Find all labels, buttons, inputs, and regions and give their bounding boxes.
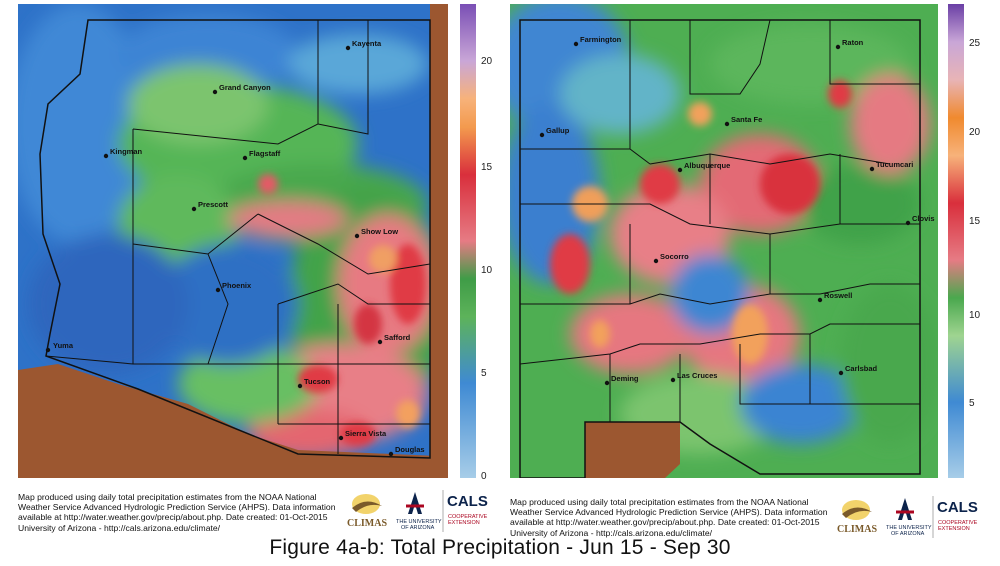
city-label: Farmington — [580, 35, 622, 44]
city-label: Socorro — [660, 252, 689, 261]
city-label: Raton — [842, 38, 864, 47]
colorbar-tick: 15 — [481, 162, 493, 173]
colorbar-tick: 20 — [481, 56, 493, 67]
arizona-colorbar — [460, 4, 476, 478]
ua-line2: OF ARIZONA — [401, 525, 435, 531]
cals-wordmark: CALS — [447, 493, 488, 510]
city-label: Douglas — [395, 445, 425, 454]
city-label: Gallup — [546, 126, 570, 135]
footer-line: University of Arizona - http://cals.ariz… — [510, 527, 713, 538]
cals-sub1: COOPERATIVE — [448, 514, 488, 520]
ua-line1: THE UNIVERSITY — [886, 525, 932, 531]
climas-wordmark: CLIMAS — [347, 518, 387, 529]
footer-line: Map produced using daily total precipita… — [510, 497, 809, 507]
city-label: Deming — [611, 374, 639, 383]
footer-line: Weather Service Advanced Hydrologic Pred… — [510, 507, 828, 518]
right-logos: CLIMAS THE UNIVERSITY OF ARIZONA CALS CO… — [836, 492, 986, 542]
footer-line: Weather Service Advanced Hydrologic Pred… — [18, 502, 336, 513]
footer-line: available at http://water.weather.gov/pr… — [18, 512, 328, 523]
city-label: Tucumcari — [876, 160, 913, 169]
city-label: Santa Fe — [731, 115, 762, 124]
cals-sub2: EXTENSION — [448, 520, 480, 526]
city-label: Grand Canyon — [219, 83, 271, 92]
footer-line: available at http://water.weather.gov/pr… — [510, 517, 820, 528]
city-label: Prescott — [198, 200, 229, 209]
university-of-arizona-logo: THE UNIVERSITY OF ARIZONA — [396, 492, 442, 531]
city-label: Flagstaff — [249, 149, 281, 158]
cals-logo: CALS COOPERATIVE EXTENSION — [447, 493, 488, 526]
city-label: Tucson — [304, 377, 331, 386]
city-label: Kingman — [110, 147, 143, 156]
arizona-precip-map: Kayenta Grand Canyon Kingman Flagstaff P… — [18, 4, 448, 478]
city-label: Sierra Vista — [345, 429, 387, 438]
colorbar-tick: 10 — [969, 310, 981, 321]
city-label: Kayenta — [352, 39, 382, 48]
city-label: Carlsbad — [845, 364, 878, 373]
new-mexico-precip-map: Farmington Raton Gallup Santa Fe Albuque… — [510, 4, 938, 478]
left-footer-note: Map produced using daily total precipita… — [18, 492, 348, 533]
colorbar-tick: 20 — [969, 127, 981, 138]
colorbar-tick: 5 — [481, 368, 487, 379]
left-logos: CLIMAS THE UNIVERSITY OF ARIZONA CALS CO… — [346, 486, 496, 536]
climas-wordmark: CLIMAS — [837, 524, 877, 535]
university-of-arizona-logo: THE UNIVERSITY OF ARIZONA — [886, 498, 932, 537]
city-label: Albuquerque — [684, 161, 730, 170]
colorbar-tick: 0 — [481, 471, 487, 482]
colorbar-tick: 25 — [969, 38, 981, 49]
footer-line: University of Arizona - http://cals.ariz… — [18, 522, 221, 533]
colorbar-tick: 10 — [481, 265, 493, 276]
cals-wordmark: CALS — [937, 499, 978, 516]
city-label: Yuma — [53, 341, 74, 350]
city-label: Las Cruces — [677, 371, 717, 380]
cals-sub2: EXTENSION — [938, 526, 970, 532]
climas-logo: CLIMAS — [837, 500, 877, 535]
cals-logo: CALS COOPERATIVE EXTENSION — [937, 499, 978, 532]
city-label: Show Low — [361, 227, 398, 236]
figure-caption: Figure 4a-b: Total Precipitation - Jun 1… — [269, 536, 731, 559]
climas-logo: CLIMAS — [347, 494, 387, 529]
city-label: Roswell — [824, 291, 852, 300]
city-label: Clovis — [912, 214, 935, 223]
colorbar-tick: 15 — [969, 216, 981, 227]
cals-sub1: COOPERATIVE — [938, 520, 978, 526]
colorbar-tick: 5 — [969, 398, 975, 409]
city-label: Phoenix — [222, 281, 252, 290]
ua-line1: THE UNIVERSITY — [396, 519, 442, 525]
city-label: Safford — [384, 333, 411, 342]
right-footer-note: Map produced using daily total precipita… — [510, 497, 840, 538]
new-mexico-colorbar — [948, 4, 964, 478]
footer-line: Map produced using daily total precipita… — [18, 492, 317, 502]
ua-line2: OF ARIZONA — [891, 531, 925, 537]
